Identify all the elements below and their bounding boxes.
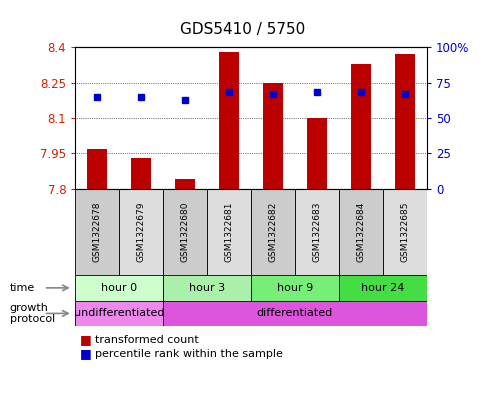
Text: hour 3: hour 3: [189, 283, 225, 293]
Text: hour 9: hour 9: [276, 283, 312, 293]
Text: percentile rank within the sample: percentile rank within the sample: [94, 349, 282, 359]
Text: GSM1322685: GSM1322685: [399, 202, 408, 262]
Text: GSM1322683: GSM1322683: [312, 202, 321, 262]
Text: hour 24: hour 24: [361, 283, 404, 293]
Bar: [87, 149, 107, 189]
Bar: [75, 189, 119, 275]
Bar: [163, 301, 426, 326]
Bar: [251, 275, 338, 301]
Text: ■: ■: [80, 347, 91, 360]
Text: GSM1322678: GSM1322678: [92, 202, 102, 262]
Bar: [294, 189, 338, 275]
Text: undifferentiated: undifferentiated: [74, 309, 164, 318]
Text: GSM1322679: GSM1322679: [136, 202, 145, 262]
Text: GSM1322680: GSM1322680: [180, 202, 189, 262]
Bar: [163, 189, 207, 275]
Bar: [394, 54, 414, 189]
Text: GSM1322684: GSM1322684: [356, 202, 364, 262]
Bar: [382, 189, 426, 275]
Bar: [131, 158, 151, 189]
Text: growth: growth: [10, 303, 48, 313]
Bar: [175, 179, 195, 189]
Text: ■: ■: [80, 333, 91, 347]
Text: hour 0: hour 0: [101, 283, 137, 293]
Text: GDS5410 / 5750: GDS5410 / 5750: [180, 22, 304, 37]
Bar: [163, 275, 251, 301]
Bar: [119, 189, 163, 275]
Text: protocol: protocol: [10, 314, 55, 323]
Text: GSM1322681: GSM1322681: [224, 202, 233, 262]
Text: differentiated: differentiated: [257, 309, 333, 318]
Bar: [219, 52, 239, 189]
Bar: [306, 118, 326, 189]
Bar: [338, 275, 426, 301]
Bar: [75, 301, 163, 326]
Bar: [338, 189, 382, 275]
Text: GSM1322682: GSM1322682: [268, 202, 277, 262]
Bar: [251, 189, 294, 275]
Text: transformed count: transformed count: [94, 335, 198, 345]
Bar: [262, 83, 282, 189]
Bar: [350, 64, 370, 189]
Bar: [75, 275, 163, 301]
Text: time: time: [10, 283, 35, 293]
Bar: [207, 189, 251, 275]
